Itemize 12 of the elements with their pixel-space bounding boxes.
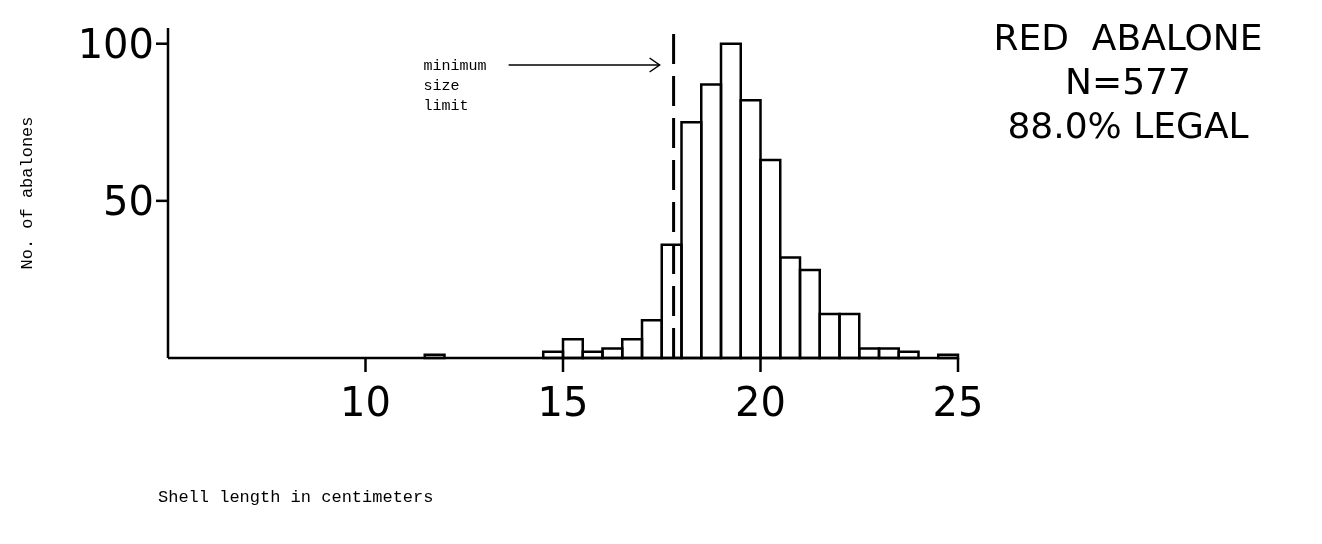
ref-line-label: minimum size limit bbox=[423, 58, 487, 115]
x-tick-label: 10 bbox=[340, 379, 391, 426]
x-axis-title: Shell length in centimeters bbox=[158, 488, 434, 507]
x-tick-label: 25 bbox=[932, 379, 984, 426]
y-tick-label: 50 bbox=[103, 178, 154, 225]
y-tick-label: 100 bbox=[77, 20, 154, 67]
x-tick-label: 20 bbox=[735, 379, 786, 426]
y-axis-title: No. of abalones bbox=[18, 116, 38, 270]
text: N=577 bbox=[1064, 60, 1192, 104]
text: 88.0% LEGAL bbox=[1006, 104, 1250, 148]
text: RED ABALONE bbox=[992, 16, 1264, 60]
x-tick-label: 15 bbox=[537, 379, 589, 426]
